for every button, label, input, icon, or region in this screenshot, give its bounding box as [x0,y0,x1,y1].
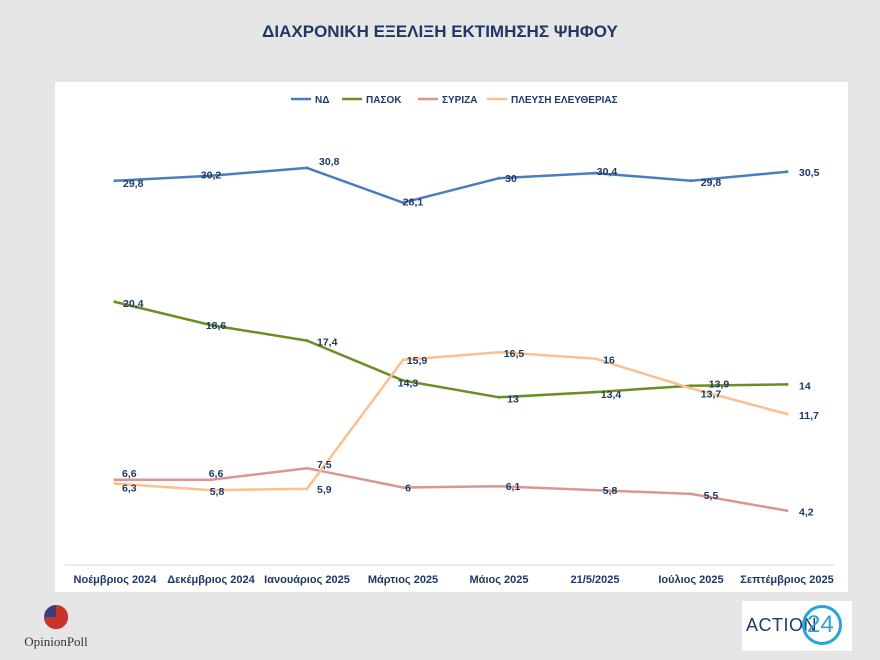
series-line [114,300,788,399]
data-label: 6,1 [506,481,521,493]
opinionpoll-logo: OpinionPoll [14,601,98,651]
data-label: 30 [505,173,517,185]
data-point [305,466,309,470]
data-point [497,350,501,354]
data-point [113,478,117,482]
data-point [209,174,213,178]
data-point [497,484,501,488]
data-label: 28,1 [403,197,424,209]
data-label: 16 [603,355,615,367]
data-label: 4,2 [799,507,814,519]
data-label: 5,9 [317,484,332,496]
data-point [113,179,117,183]
data-point [593,488,597,492]
data-label: 14 [799,380,811,392]
legend-label: ΠΛΕΥΣΗ ΕΛΕΥΘΕΡΙΑΣ [511,95,618,106]
series-line [114,166,788,204]
data-label: 6,3 [122,483,137,495]
pie-logo-icon [44,605,68,629]
data-label: 13 [507,393,519,405]
data-point [593,357,597,361]
data-label: 29,8 [701,177,722,189]
data-point [401,358,405,362]
chart-panel: Νοέμβριος 2024 Δεκέμβριος 2024 Ιανουάριος … [55,82,848,592]
page-title: ΔΙΑΧΡΟΝΙΚΗ ΕΞΕΛΙΞΗ ΕΚΤΙΜΗΣΗΣ ΨΗΦΟΥ [262,22,618,41]
x-tick-label: Δεκέμβριος 2024 [167,574,255,586]
data-label: 11,7 [799,410,819,422]
data-point [497,176,501,180]
data-label: 5,5 [704,490,719,502]
data-point [593,390,597,394]
data-label: 30,8 [319,156,340,168]
data-label: 13,7 [701,388,722,400]
action24-logo-word: ACTION [746,615,818,635]
data-label: 13,9 [709,379,730,391]
data-point [401,486,405,489]
data-point [689,384,693,388]
x-tick-label: Μάιος 2025 [470,574,529,586]
data-point [401,379,405,382]
data-label: 5,8 [210,486,225,498]
data-label: 30,4 [597,166,618,178]
data-point [305,487,309,491]
data-point [305,166,309,170]
data-point [689,179,693,183]
data-label: 15,9 [407,355,428,367]
data-point [113,482,117,486]
action24-logo-number: 24 [807,611,834,638]
data-point [689,492,693,496]
data-point [209,323,213,327]
series-line [114,350,788,492]
legend-label: ΝΔ [315,95,329,106]
data-label: 17,4 [317,337,338,349]
data-point [209,478,213,482]
data-point [113,300,117,304]
data-label: 30,5 [799,167,820,179]
x-tick-label: Νοέμβριος 2024 [74,574,158,586]
data-label: 5,8 [603,485,618,497]
data-label: 29,8 [123,178,144,190]
data-point [401,201,405,205]
data-point [785,170,789,174]
data-point [785,509,789,513]
data-label: 6,6 [209,468,224,480]
data-point [593,171,597,175]
data-label: 6 [405,483,411,495]
x-tick-label: Ιούλιος 2025 [658,574,723,586]
action24-logo: ACTION 24 [742,601,852,651]
x-tick-label: 21/5/2025 [571,574,620,586]
data-label: 16,5 [504,348,525,360]
data-label: 13,4 [601,389,622,401]
data-label: 6,6 [122,468,137,480]
data-point [689,386,693,390]
action24-logo-circle: 24 [802,605,842,645]
data-label: 20,4 [123,298,144,310]
opinionpoll-logo-text: OpinionPoll [24,634,88,649]
data-point [305,339,309,343]
legend-label: ΣΥΡΙΖΑ [442,95,477,106]
data-point [497,395,501,399]
data-point [209,488,213,492]
data-label: 14,3 [398,378,419,390]
legend-label: ΠΑΣΟΚ [366,95,402,106]
series-line [115,466,788,512]
x-tick-label: Μάρτιος 2025 [368,574,438,586]
x-tick-label: Σεπτέμβριος 2025 [740,574,833,586]
data-label: 7,5 [317,459,332,471]
data-point [785,412,789,416]
data-label: 18,6 [206,320,227,332]
data-label: 30,2 [201,170,222,182]
data-point [785,382,789,386]
line-chart: Νοέμβριος 2024 Δεκέμβριος 2024 Ιανουάριος … [65,95,835,586]
x-tick-label: Ιανουάριος 2025 [264,574,350,586]
